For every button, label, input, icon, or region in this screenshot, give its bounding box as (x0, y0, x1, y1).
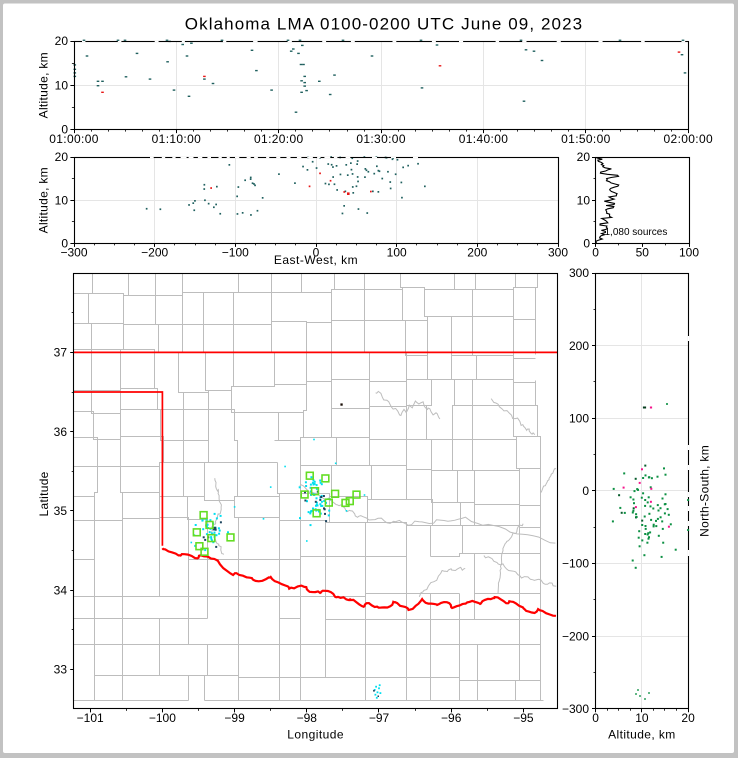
svg-text:East-West, km: East-West, km (274, 253, 358, 267)
svg-text:34: 34 (54, 583, 68, 597)
svg-text:01:10:00: 01:10:00 (152, 132, 202, 146)
svg-text:100: 100 (679, 246, 699, 260)
svg-text:North-South, km: North-South, km (698, 445, 712, 537)
svg-text:37: 37 (54, 346, 68, 360)
svg-text:−99: −99 (224, 711, 245, 725)
svg-text:−100: −100 (222, 246, 249, 260)
svg-text:100: 100 (569, 411, 589, 425)
svg-text:01:30:00: 01:30:00 (356, 132, 406, 146)
svg-text:20: 20 (577, 150, 591, 164)
svg-text:200: 200 (467, 246, 487, 260)
svg-text:Altitude, km: Altitude, km (608, 728, 676, 742)
svg-text:20: 20 (55, 34, 69, 48)
svg-text:01:50:00: 01:50:00 (561, 132, 611, 146)
svg-text:0: 0 (61, 123, 68, 137)
svg-text:10: 10 (577, 193, 591, 207)
svg-text:Altitude, km: Altitude, km (37, 52, 51, 118)
svg-text:0: 0 (592, 246, 599, 260)
svg-text:−100: −100 (562, 557, 589, 571)
svg-text:0: 0 (583, 237, 590, 251)
svg-text:0: 0 (592, 711, 599, 725)
svg-text:0: 0 (61, 237, 68, 251)
svg-text:−97: −97 (369, 711, 390, 725)
svg-text:50: 50 (636, 246, 650, 260)
svg-text:−101: −101 (77, 711, 104, 725)
svg-text:−100: −100 (149, 711, 176, 725)
svg-text:300: 300 (569, 266, 589, 280)
svg-text:Latitude: Latitude (37, 471, 51, 516)
svg-text:Altitude, km: Altitude, km (37, 167, 51, 233)
svg-text:10: 10 (55, 79, 69, 93)
svg-text:−200: −200 (562, 629, 589, 643)
svg-text:1,080 sources: 1,080 sources (605, 227, 668, 238)
svg-text:−96: −96 (441, 711, 462, 725)
svg-text:0: 0 (313, 246, 320, 260)
svg-text:Oklahoma LMA 0100-0200 UTC Jun: Oklahoma LMA 0100-0200 UTC June 09, 2023 (185, 15, 583, 34)
svg-text:−200: −200 (141, 246, 168, 260)
svg-text:10: 10 (635, 711, 649, 725)
svg-text:−300: −300 (562, 702, 589, 716)
svg-text:20: 20 (55, 150, 69, 164)
svg-text:300: 300 (548, 246, 568, 260)
svg-text:10: 10 (55, 193, 69, 207)
svg-text:33: 33 (54, 663, 68, 677)
svg-text:36: 36 (54, 425, 68, 439)
svg-text:200: 200 (569, 339, 589, 353)
svg-text:−95: −95 (513, 711, 534, 725)
svg-text:100: 100 (387, 246, 407, 260)
svg-text:35: 35 (54, 504, 68, 518)
svg-text:0: 0 (582, 484, 589, 498)
svg-text:02:00:00: 02:00:00 (664, 132, 714, 146)
svg-text:01:20:00: 01:20:00 (254, 132, 304, 146)
svg-text:−98: −98 (297, 711, 318, 725)
svg-text:Longitude: Longitude (287, 728, 344, 742)
svg-text:−300: −300 (60, 246, 87, 260)
svg-text:01:00:00: 01:00:00 (49, 132, 99, 146)
svg-text:01:40:00: 01:40:00 (459, 132, 509, 146)
svg-text:20: 20 (681, 711, 695, 725)
